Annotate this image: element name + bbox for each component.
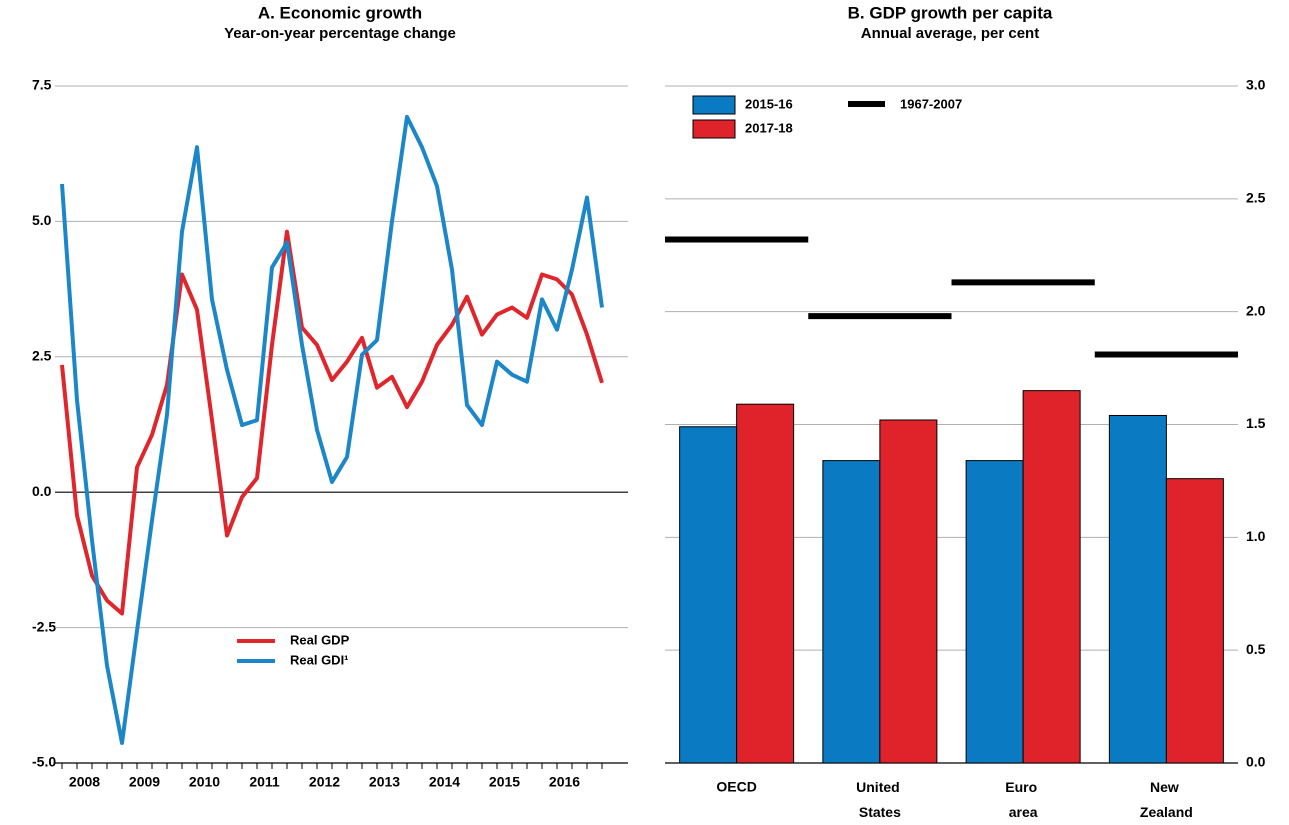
y-tick-label: 1.5 [1246,415,1266,431]
x-tick-label: 2009 [129,774,160,790]
x-tick-label: 2012 [309,774,340,790]
y-tick-label: 2.5 [32,348,52,364]
x-tick-label: New Zealand [1140,779,1193,820]
y-tick-label: 5.0 [32,212,52,228]
bar [1165,478,1224,764]
y-tick-label: -5.0 [32,754,56,770]
y-tick-label: 0.5 [1246,641,1266,657]
bar [679,426,738,764]
bar [822,460,881,764]
y-tick-label: 2.0 [1246,302,1266,318]
legend-swatch [692,95,736,115]
x-tick-label: 2013 [369,774,400,790]
y-tick-label: 0.0 [1246,754,1266,770]
y-tick-label: 3.0 [1246,77,1266,93]
bar [1108,414,1167,764]
chart-title: A. Economic growth [258,3,422,22]
x-tick-label: United States [856,779,903,820]
legend-label: 1967-2007 [900,96,962,111]
chart-subtitle: Year-on-year percentage change [224,25,456,42]
chart-title: B. GDP growth per capita [848,3,1053,22]
x-tick-label: 2016 [549,774,580,790]
legend-label: 2017-18 [745,120,793,135]
bar [965,460,1024,764]
y-tick-label: 7.5 [32,77,52,93]
x-tick-label: 2011 [249,774,280,790]
x-tick-label: Euro area [1005,779,1041,820]
x-tick-label: 2014 [429,774,460,790]
y-tick-label: -2.5 [32,618,56,634]
x-tick-label: 2008 [69,774,100,790]
bar [1022,390,1081,764]
x-tick-label: 2015 [489,774,520,790]
y-tick-label: 0.0 [32,483,52,499]
y-tick-label: 1.0 [1246,528,1266,544]
legend-label: Real GDP [290,632,350,647]
y-tick-label: 2.5 [1246,190,1266,206]
series-line [60,114,604,745]
bar [736,403,795,764]
series-line [60,229,604,616]
legend-label: Real GDI¹ [290,652,349,667]
legend-label: 2015-16 [745,96,793,111]
chart-subtitle: Annual average, per cent [861,25,1039,42]
x-tick-label: 2010 [189,774,220,790]
legend-swatch [692,119,736,139]
x-tick-label: OECD [716,779,756,795]
bar [879,419,938,764]
